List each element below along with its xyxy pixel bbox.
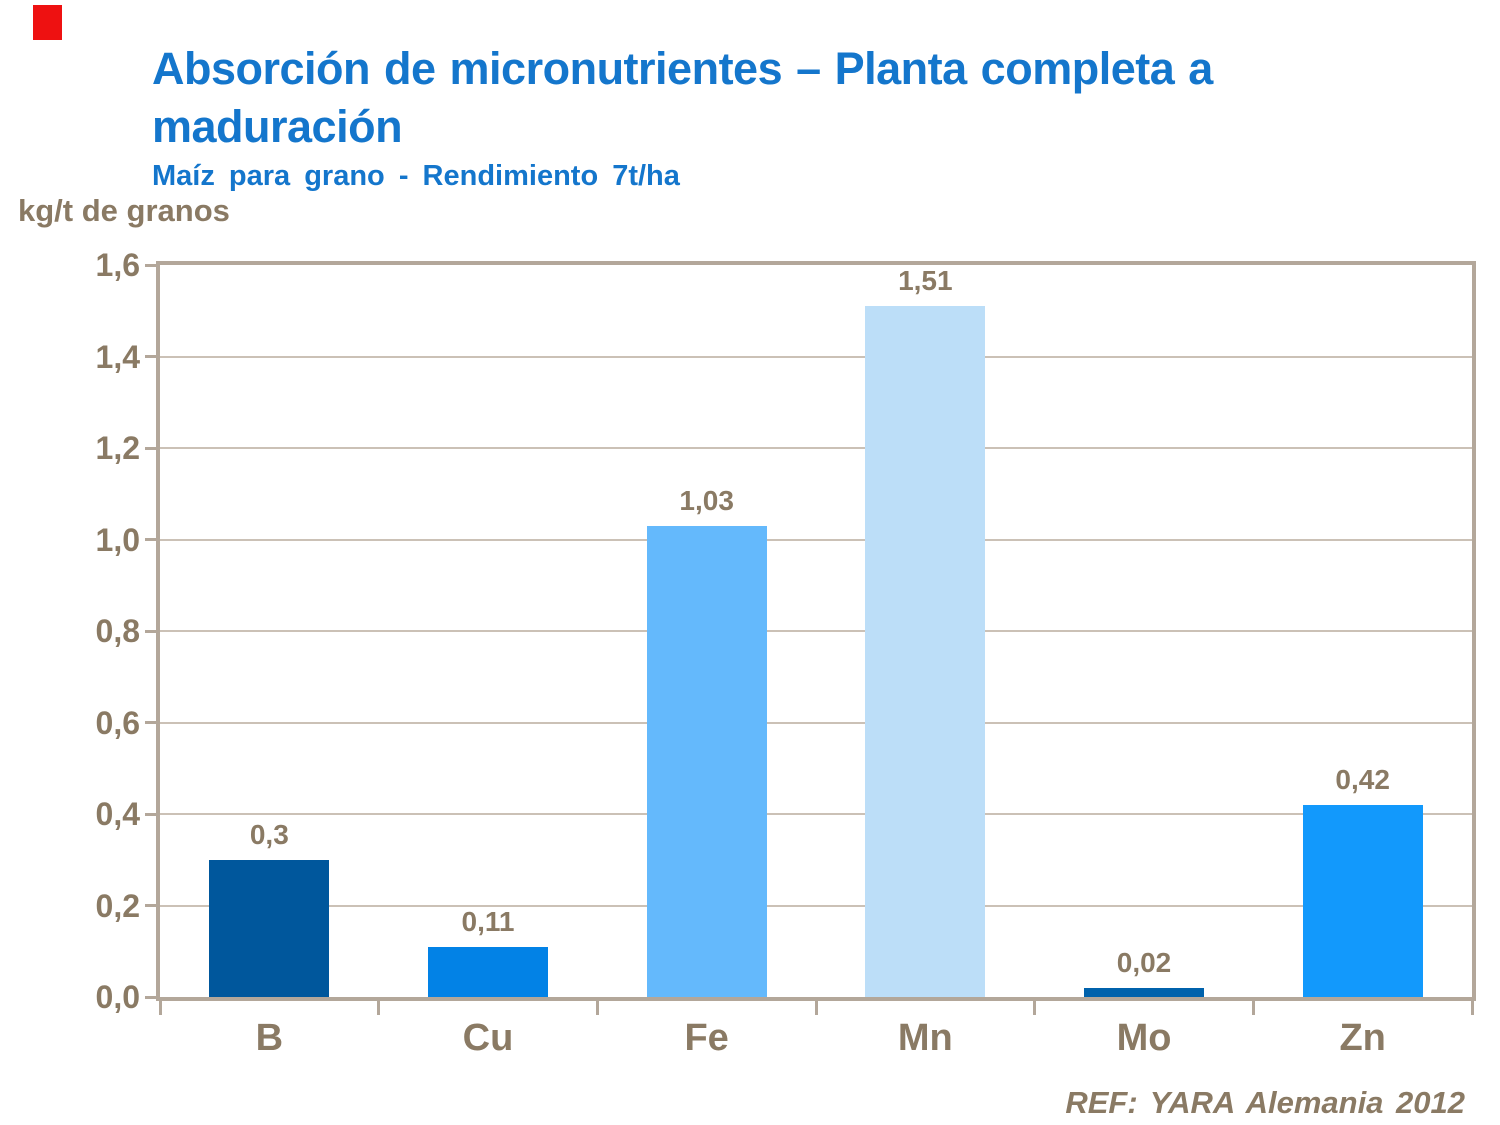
y-gridline: [160, 538, 1472, 541]
bar-b: [209, 859, 330, 997]
x-axis-tick: [814, 1001, 818, 1015]
y-axis-tick: [145, 538, 160, 541]
y-axis-unit-label: kg/t de granos: [18, 193, 230, 228]
source-reference: REF: YARA Alemania 2012: [1065, 1085, 1465, 1120]
y-axis-tick: [145, 721, 160, 724]
bar-mn: [865, 306, 986, 997]
bar-zn: [1302, 804, 1423, 997]
bar-mo: [1084, 987, 1204, 997]
y-axis-tick: [145, 446, 160, 450]
x-axis-category-label: Cu: [462, 1017, 514, 1059]
x-axis-category-label: B: [255, 1017, 284, 1059]
y-gridline: [160, 813, 1472, 815]
y-axis-tick-label: 1,4: [95, 338, 140, 375]
x-axis-category-label: Mo: [1116, 1017, 1172, 1059]
y-axis-tick-label: 0,6: [95, 704, 140, 741]
y-axis-tick-label: 0,2: [95, 887, 140, 924]
x-axis-tick: [1033, 1001, 1037, 1015]
bar-value-label: 0,3: [249, 818, 289, 850]
bar-value-label: 0,11: [461, 905, 515, 937]
y-axis-tick: [145, 629, 160, 633]
y-gridline: [160, 447, 1472, 449]
y-axis-tick-label: 0,4: [95, 796, 140, 832]
y-axis-tick-label: 1,2: [95, 430, 140, 466]
bar-value-label: 0,42: [1335, 763, 1390, 795]
y-axis-tick: [145, 355, 160, 358]
red-corner-marker: [33, 5, 62, 40]
y-axis-tick: [145, 812, 160, 816]
y-gridline: [160, 904, 1472, 907]
y-gridline: [160, 630, 1472, 632]
y-gridline: [160, 355, 1472, 358]
x-axis-tick: [1251, 1001, 1255, 1015]
y-axis-tick-label: 0,0: [95, 979, 140, 1015]
x-axis-category-label: Zn: [1339, 1017, 1386, 1059]
y-axis-tick: [145, 904, 160, 907]
y-gridline: [160, 721, 1472, 724]
x-axis-category-label: Mn: [897, 1017, 953, 1059]
bar-fe: [646, 525, 767, 997]
bar-cu: [428, 946, 548, 997]
x-axis-category-label: Fe: [684, 1017, 729, 1059]
x-axis-tick: [377, 1001, 381, 1015]
y-axis-tick: [145, 263, 160, 267]
y-axis-tick-label: 1,0: [95, 521, 140, 558]
x-axis-tick: [595, 1001, 599, 1015]
x-axis-tick: [1470, 1001, 1474, 1015]
y-axis-tick-label: 1,6: [95, 247, 140, 283]
y-axis-tick-label: 0,8: [95, 613, 140, 649]
chart-title-line1: Absorción de micronutrientes – Planta co…: [152, 43, 1213, 94]
chart-title: Absorción de micronutrientes – Planta co…: [152, 40, 1422, 156]
chart-title-line2: maduración: [152, 101, 403, 152]
bar-value-label: 1,51: [898, 265, 953, 297]
chart-subtitle: Maíz para grano - Rendimiento 7t/ha: [152, 160, 680, 192]
y-axis-tick: [145, 995, 160, 999]
bar-value-label: 0,02: [1116, 946, 1172, 978]
bar-value-label: 1,03: [679, 484, 734, 516]
x-axis-tick: [158, 1001, 162, 1015]
